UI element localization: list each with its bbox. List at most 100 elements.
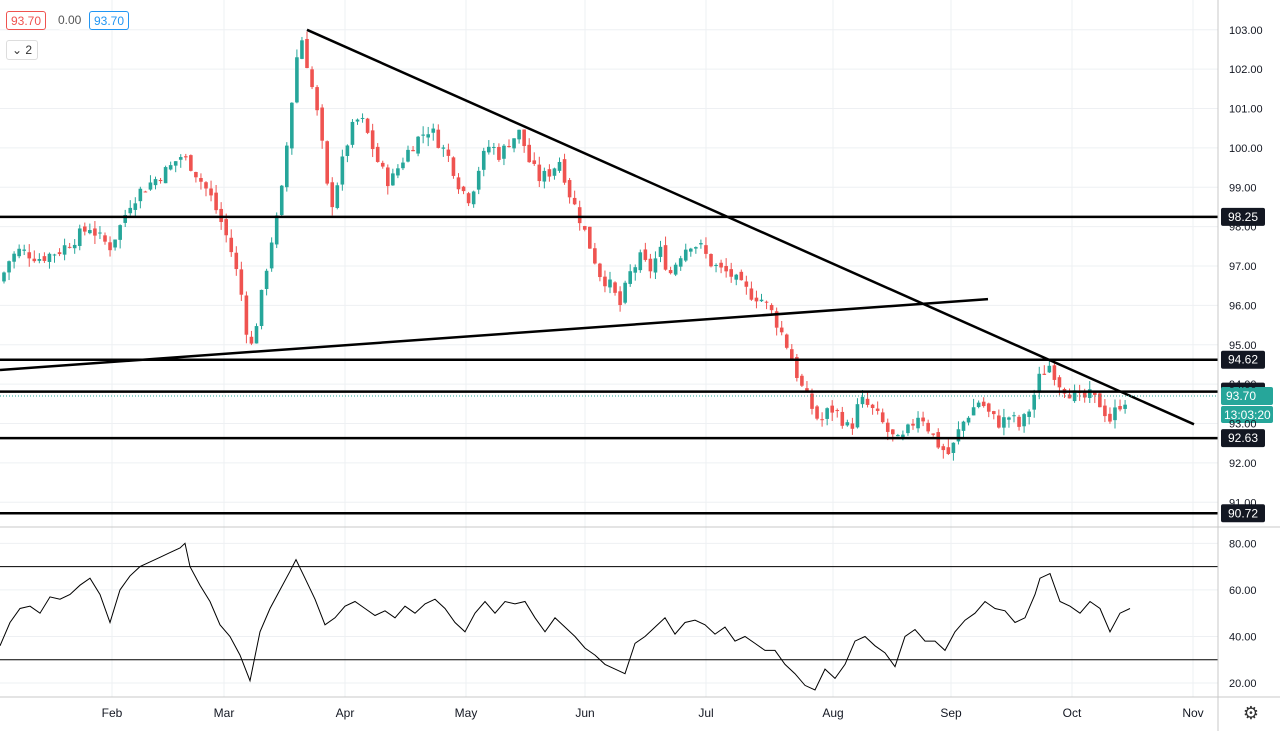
price-tick-label: 91.00: [1229, 497, 1257, 509]
gear-icon[interactable]: ⚙: [1242, 703, 1260, 723]
level-label-bg: [1221, 504, 1265, 523]
candle-body: [522, 129, 526, 147]
candle-body: [598, 263, 602, 278]
candle-body: [471, 191, 476, 205]
candle-body: [820, 419, 824, 421]
candle-body: [608, 279, 612, 288]
candle-body: [512, 138, 516, 149]
candle-body: [244, 295, 249, 335]
candle-body: [992, 411, 996, 415]
oscillator-line: [0, 542, 1131, 691]
candle-body: [986, 403, 991, 412]
candle-body: [209, 188, 213, 196]
oscillator-tick-label: 20.00: [1229, 678, 1257, 690]
time-tick-label: Aug: [822, 706, 843, 720]
candle-body: [1002, 417, 1006, 428]
price-tick-label: 100.00: [1229, 143, 1263, 155]
price-tick-label: 94.00: [1229, 379, 1257, 391]
candle-body: [643, 249, 648, 260]
time-tick-label: Mar: [214, 706, 235, 720]
candle-body: [295, 57, 299, 103]
candle-body: [795, 357, 799, 378]
candle-body: [653, 258, 658, 273]
candle-body: [906, 424, 910, 434]
candle-body: [466, 193, 471, 204]
legend-close-value: 93.70: [89, 11, 130, 30]
candle-body: [689, 248, 693, 252]
candle-body: [739, 271, 744, 281]
candle-body: [446, 149, 451, 156]
candle-body: [123, 214, 127, 223]
candle-body: [1027, 411, 1031, 417]
candle-body: [1108, 413, 1112, 422]
candle-body: [436, 129, 441, 148]
candle-body: [901, 434, 905, 438]
candle-body: [749, 288, 754, 300]
candle-body: [502, 145, 506, 159]
candle-body: [971, 407, 976, 416]
legend-open-value: 93.70: [6, 11, 47, 30]
candle-body: [825, 408, 829, 419]
level-label: 90.72: [1228, 506, 1258, 520]
candle-body: [189, 155, 193, 171]
candle-body: [93, 228, 97, 236]
candle-body: [421, 134, 425, 136]
candle-body: [810, 393, 814, 409]
candle-body: [517, 129, 521, 140]
candle-body: [613, 282, 617, 293]
candle-body: [406, 149, 410, 162]
candle-body: [345, 145, 350, 156]
candle-body: [683, 249, 688, 261]
candle-body: [279, 185, 284, 216]
candle-body: [380, 162, 385, 167]
indicators-count: 2: [25, 43, 33, 57]
candle-body: [1118, 406, 1122, 410]
candle-body: [204, 182, 208, 189]
candle-body: [577, 207, 582, 224]
candle-body: [386, 167, 390, 187]
candle-body: [779, 327, 784, 333]
candle-body: [764, 301, 769, 303]
candle-body: [492, 146, 496, 148]
candle-body: [1098, 393, 1102, 408]
candle-body: [1067, 394, 1072, 399]
candle-body: [269, 242, 274, 269]
price-tick-label: 102.00: [1229, 64, 1263, 76]
candle-body: [1007, 417, 1011, 420]
indicators-toggle[interactable]: ⌄ 2: [6, 40, 39, 60]
candle-body: [911, 423, 915, 426]
time-tick-label: Jun: [575, 706, 594, 720]
candle-body: [805, 388, 809, 392]
candle-body: [537, 164, 542, 182]
candle-body: [699, 243, 703, 245]
candle-body: [547, 169, 552, 177]
candle-body: [769, 304, 774, 311]
candle-body: [588, 226, 592, 249]
candle-body: [668, 270, 673, 274]
candle-body: [77, 228, 82, 246]
time-tick-label: Nov: [1182, 706, 1203, 720]
candle-body: [572, 197, 577, 205]
candle-body: [860, 396, 865, 405]
candle-body: [128, 207, 133, 214]
candle-body: [891, 429, 895, 435]
candle-body: [870, 404, 875, 409]
candle-body: [956, 429, 961, 442]
candle-body: [118, 225, 122, 240]
candle-body: [633, 267, 638, 273]
candle-body: [658, 246, 663, 257]
time-tick-label: Sep: [940, 706, 962, 720]
candle-body: [83, 226, 87, 232]
price-tick-label: 93.00: [1229, 419, 1257, 431]
candle-body: [1123, 404, 1127, 409]
candle-body: [476, 170, 481, 190]
candle-body: [593, 248, 597, 264]
candle-body: [47, 253, 52, 262]
candle-body: [431, 128, 436, 133]
candle-body: [259, 289, 264, 326]
candle-body: [138, 188, 143, 202]
candle-body: [921, 417, 925, 422]
candle-body: [113, 239, 117, 248]
candle-body: [88, 230, 92, 234]
